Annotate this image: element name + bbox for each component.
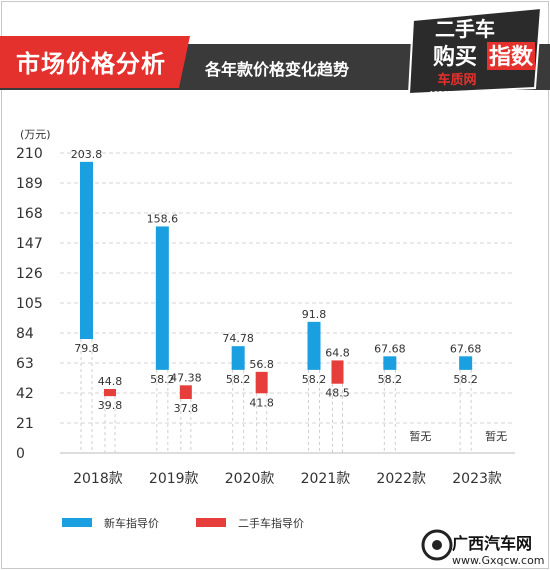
bar-high-label: 158.6 bbox=[147, 212, 179, 225]
new-car-price-bar bbox=[459, 356, 473, 370]
x-tick-label: 2023款 bbox=[452, 471, 502, 487]
y-tick-label: 84 bbox=[16, 326, 34, 342]
watermark-text: 广西汽车网 bbox=[452, 534, 533, 553]
new-car-price-bar bbox=[80, 161, 93, 339]
y-tick-label: 168 bbox=[16, 206, 43, 222]
bar-low-label: 58.2 bbox=[150, 373, 175, 386]
bar-low-label: 58.2 bbox=[226, 373, 251, 386]
bar-low-label: 39.8 bbox=[98, 399, 123, 412]
new-car-price-bar bbox=[231, 346, 245, 370]
legend-label: 二手车指导价 bbox=[238, 516, 304, 530]
x-tick-label: 2020款 bbox=[225, 471, 275, 487]
used-car-price-bar bbox=[331, 360, 344, 384]
x-tick-label: 2019款 bbox=[149, 471, 199, 487]
no-data-label: 暂无 bbox=[485, 430, 507, 443]
bar-high-label: 203.8 bbox=[71, 148, 103, 161]
y-tick-label: 0 bbox=[16, 446, 25, 462]
page-title: 市场价格分析 bbox=[16, 50, 166, 78]
bar-high-label: 91.8 bbox=[302, 308, 327, 321]
y-unit-label: (万元) bbox=[20, 128, 51, 141]
wheel-hub-icon bbox=[432, 540, 442, 550]
y-tick-label: 21 bbox=[16, 416, 34, 432]
bar-low-label: 48.5 bbox=[325, 387, 350, 400]
watermark-url: www.Gxqcw.com bbox=[452, 554, 545, 567]
bar-high-label: 64.8 bbox=[325, 346, 350, 359]
logo-line2: 购买 bbox=[433, 44, 477, 70]
bar-high-label: 74.78 bbox=[222, 332, 254, 345]
y-tick-label: 63 bbox=[16, 356, 34, 372]
bar-low-label: 37.8 bbox=[174, 402, 199, 415]
logo-url: 12365auto.com bbox=[429, 90, 484, 98]
legend-swatch bbox=[62, 518, 92, 527]
y-tick-label: 42 bbox=[16, 386, 34, 402]
new-car-price-bar bbox=[155, 226, 169, 370]
y-tick-label: 189 bbox=[16, 176, 43, 192]
page-subtitle: 各年款价格变化趋势 bbox=[205, 60, 350, 79]
x-tick-label: 2021款 bbox=[301, 471, 351, 487]
y-tick-label: 126 bbox=[16, 266, 43, 282]
new-car-price-bar bbox=[307, 321, 321, 370]
bar-high-label: 67.68 bbox=[450, 342, 482, 355]
logo-line3: 指数 bbox=[489, 44, 534, 70]
y-tick-label: 147 bbox=[16, 236, 43, 252]
used-car-price-bar bbox=[255, 371, 268, 394]
bar-high-label: 56.8 bbox=[249, 358, 274, 371]
logo-brand: 车质网 bbox=[437, 72, 476, 88]
y-tick-label: 105 bbox=[16, 296, 43, 312]
used-car-price-bar bbox=[179, 385, 192, 399]
price-chart: 0 21 42 63 84 105 126 147 168 189 210 (万元) 2018款 2019… bbox=[16, 128, 515, 561]
header: 市场价格分析 各年款价格变化趋势 二手车 购买 指数 车质网 12365auto… bbox=[0, 0, 550, 100]
x-tick-label: 2018款 bbox=[73, 471, 123, 487]
watermark: 广西汽车网 www.Gxqcw.com bbox=[452, 530, 545, 567]
bar-high-label: 47.38 bbox=[170, 371, 202, 384]
bar-low-label: 41.8 bbox=[249, 396, 274, 409]
no-data-label: 暂无 bbox=[409, 430, 431, 443]
x-tick-label: 2022款 bbox=[376, 471, 426, 487]
bar-low-label: 58.2 bbox=[378, 373, 403, 386]
logo-line1: 二手车 bbox=[435, 17, 495, 41]
bar-high-label: 44.8 bbox=[98, 375, 123, 388]
used-car-price-bar bbox=[104, 389, 116, 397]
legend-label: 新车指导价 bbox=[104, 516, 159, 530]
bar-low-label: 58.2 bbox=[302, 373, 327, 386]
new-car-price-bar bbox=[383, 356, 397, 370]
bar-high-label: 67.68 bbox=[374, 342, 406, 355]
brand-logo: 二手车 购买 指数 车质网 12365auto.com bbox=[407, 6, 543, 98]
bar-low-label: 79.8 bbox=[74, 342, 99, 355]
legend-swatch bbox=[196, 518, 226, 527]
bar-low-label: 58.2 bbox=[453, 373, 478, 386]
y-tick-label: 210 bbox=[16, 146, 43, 162]
